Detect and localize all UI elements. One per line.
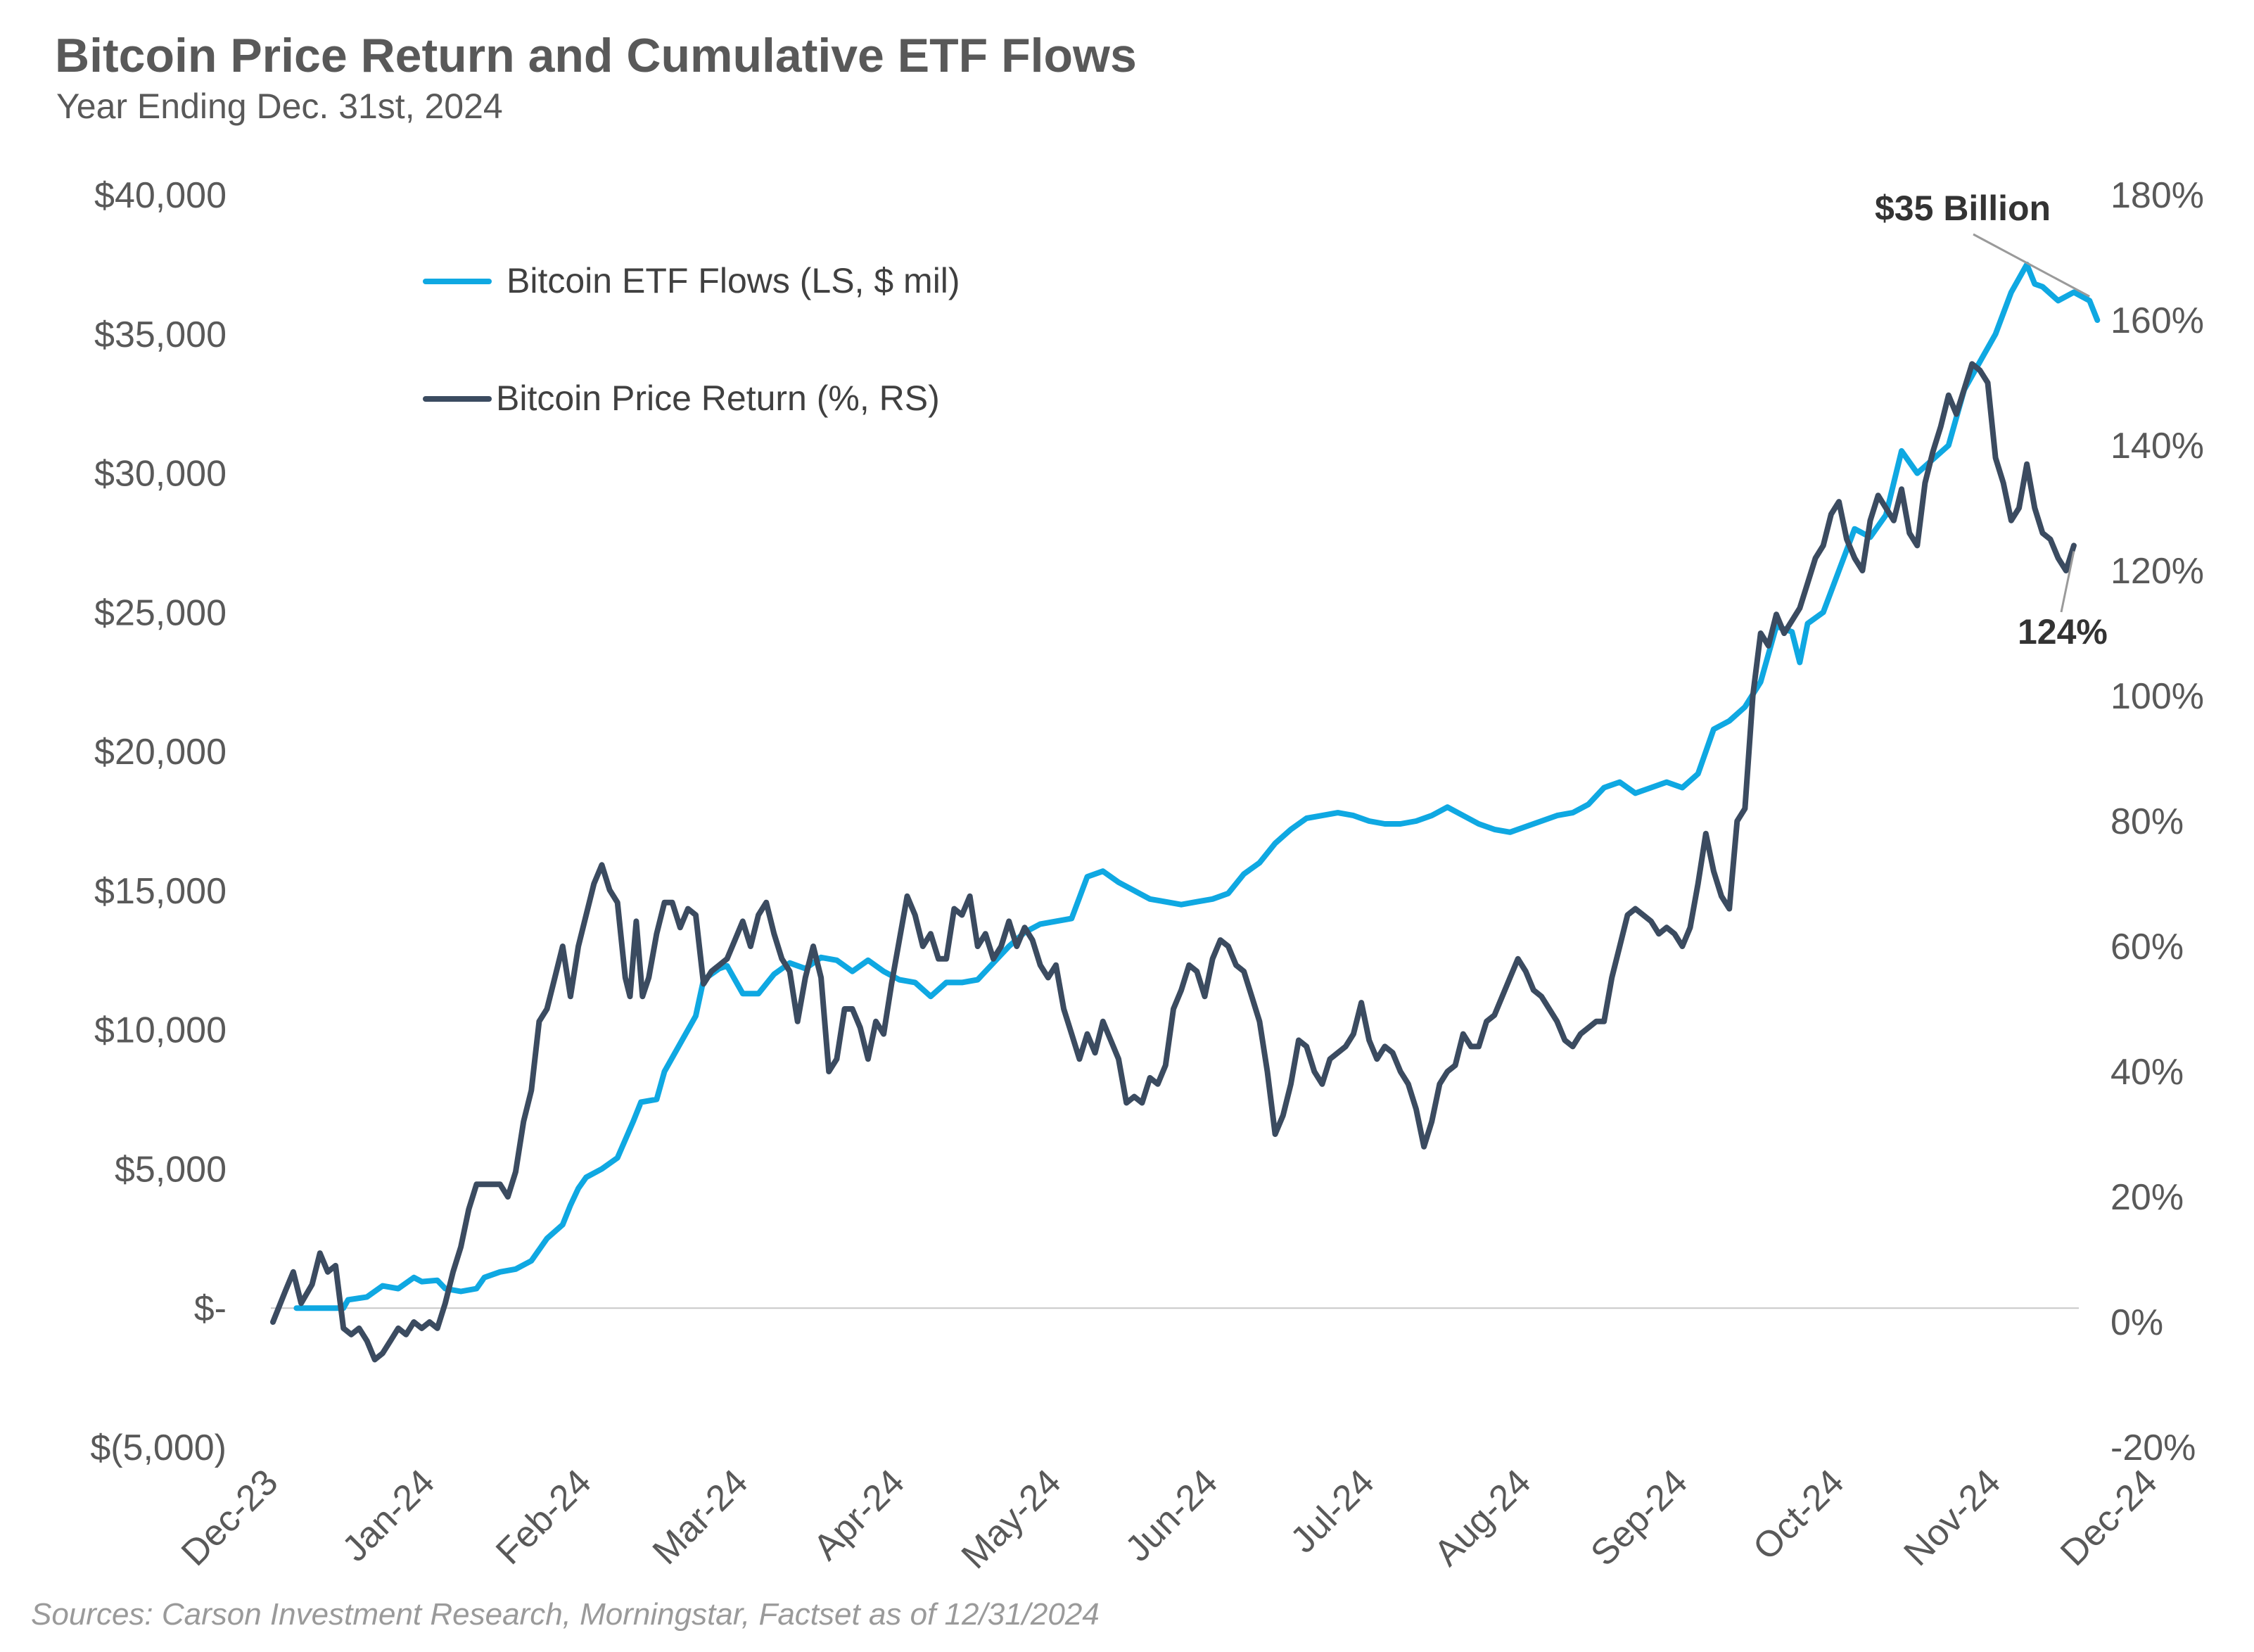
x-tick-label: Dec-23 (174, 1461, 286, 1574)
left-tick-label: $10,000 (94, 1010, 227, 1051)
x-tick-label: Mar-24 (645, 1461, 756, 1572)
left-tick-label: $5,000 (115, 1149, 227, 1190)
annotations: $35 Billion 124% (1875, 189, 2108, 652)
annotation-price-return: 124% (2018, 612, 2108, 652)
x-tick-label: Sep-24 (1583, 1461, 1695, 1574)
left-tick-label: $15,000 (94, 871, 227, 912)
left-tick-label: $35,000 (94, 314, 227, 355)
x-tick-label: Jul-24 (1283, 1461, 1382, 1561)
right-tick-label: 20% (2110, 1177, 2184, 1218)
left-axis: $(5,000) $- $5,000 $10,000 $15,000 $20,000 $25… (90, 175, 227, 1468)
x-tick-label: Feb-24 (488, 1461, 599, 1572)
right-tick-label: -20% (2110, 1428, 2196, 1468)
x-tick-label: May-24 (954, 1461, 1069, 1577)
source-note: Sources: Carson Investment Research, Mor… (31, 1597, 1100, 1632)
series-line-price-return (270, 361, 2077, 1363)
right-tick-label: 60% (2110, 927, 2184, 967)
x-tick-label: Jun-24 (1118, 1461, 1225, 1569)
x-tick-label: Oct-24 (1745, 1461, 1852, 1568)
left-tick-label: $25,000 (94, 592, 227, 633)
right-tick-label: 80% (2110, 801, 2184, 842)
right-tick-label: 160% (2110, 300, 2204, 341)
annotation-leader-return (2060, 551, 2075, 613)
right-axis: -20% 0% 20% 40% 60% 80% 100% 120% 140% 160% 180% (2110, 175, 2204, 1468)
chart-title: Bitcoin Price Return and Cumulative ETF … (55, 29, 1137, 82)
annotation-leader-etf (1973, 233, 2090, 298)
left-tick-label: $20,000 (94, 732, 227, 773)
left-tick-label: $40,000 (94, 175, 227, 216)
x-tick-label: Nov-24 (1897, 1461, 2009, 1574)
left-tick-label: $- (194, 1288, 227, 1329)
right-tick-label: 140% (2110, 426, 2204, 466)
x-tick-label: Jan-24 (335, 1461, 442, 1569)
annotation-etf-total: $35 Billion (1875, 189, 2051, 228)
x-axis: Dec-23 Jan-24 Feb-24 Mar-24 Apr-24 May-24 Jun-… (174, 1461, 2165, 1577)
series-line-etf-flows (293, 261, 2101, 1311)
right-tick-label: 0% (2110, 1302, 2163, 1343)
legend-label-etf-flows: Bitcoin ETF Flows (LS, $ mil) (507, 261, 960, 300)
right-tick-label: 40% (2110, 1052, 2184, 1093)
x-tick-label: Aug-24 (1427, 1461, 1539, 1574)
right-tick-label: 100% (2110, 676, 2204, 717)
chart-subtitle: Year Ending Dec. 31st, 2024 (56, 87, 503, 126)
right-tick-label: 180% (2110, 175, 2204, 216)
series-layer (270, 261, 2101, 1363)
left-tick-label: $30,000 (94, 454, 227, 495)
legend-label-price-return: Bitcoin Price Return (%, RS) (496, 379, 940, 418)
left-tick-label: $(5,000) (90, 1428, 227, 1468)
right-tick-label: 120% (2110, 551, 2204, 592)
x-tick-label: Apr-24 (806, 1461, 912, 1568)
legend: Bitcoin ETF Flows (LS, $ mil) Bitcoin Pr… (423, 261, 960, 418)
x-tick-label: Dec-24 (2053, 1461, 2165, 1574)
